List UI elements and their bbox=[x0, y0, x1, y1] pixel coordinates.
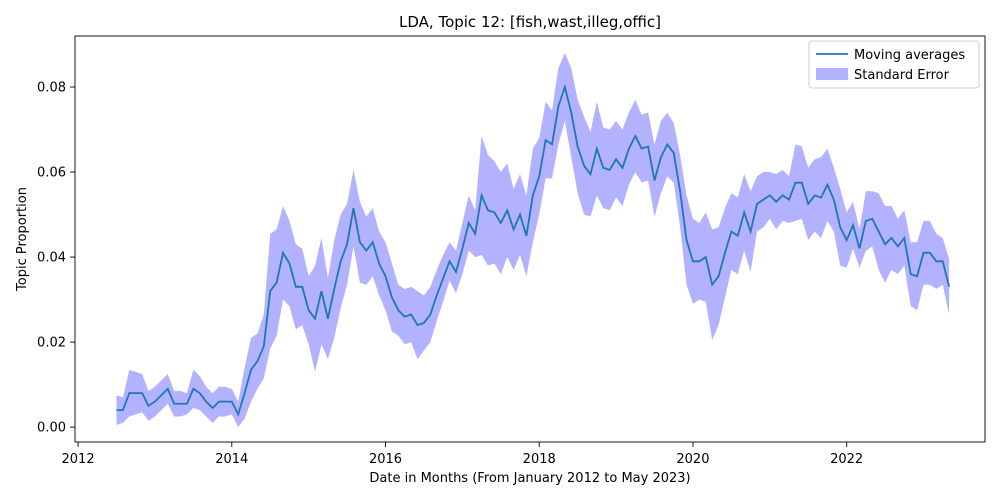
legend-box bbox=[808, 40, 980, 89]
plot-area bbox=[116, 53, 951, 428]
x-tick-label: 2018 bbox=[523, 452, 556, 467]
standard-error-band bbox=[116, 53, 950, 428]
y-tick-label: 0.04 bbox=[37, 251, 66, 266]
x-axis: 2012 2014 2016 2018 2020 2022 bbox=[62, 442, 863, 467]
legend-band-swatch bbox=[816, 68, 848, 80]
y-tick-label: 0.02 bbox=[37, 336, 66, 351]
legend: Moving averages Standard Error bbox=[808, 40, 980, 89]
y-tick-label: 0.06 bbox=[37, 166, 66, 181]
y-tick-label: 0.08 bbox=[37, 81, 66, 96]
x-tick-label: 2012 bbox=[62, 452, 95, 467]
y-axis: 0.00 0.02 0.04 0.06 0.08 bbox=[37, 81, 75, 436]
x-axis-label: Date in Months (From January 2012 to May… bbox=[369, 471, 690, 486]
y-tick-label: 0.00 bbox=[37, 421, 66, 436]
moving-averages-line bbox=[116, 83, 951, 417]
x-tick-label: 2016 bbox=[369, 452, 402, 467]
x-tick-label: 2022 bbox=[830, 452, 863, 467]
legend-entry-moving-averages: Moving averages bbox=[854, 48, 965, 63]
x-tick-label: 2014 bbox=[215, 452, 248, 467]
x-tick-label: 2020 bbox=[676, 452, 709, 467]
axes-frame bbox=[74, 35, 986, 443]
y-axis-label: Topic Proportion bbox=[15, 187, 30, 292]
chart-title: LDA, Topic 12: [fish,wast,illeg,offic] bbox=[399, 13, 661, 31]
legend-entry-standard-error: Standard Error bbox=[854, 68, 950, 83]
